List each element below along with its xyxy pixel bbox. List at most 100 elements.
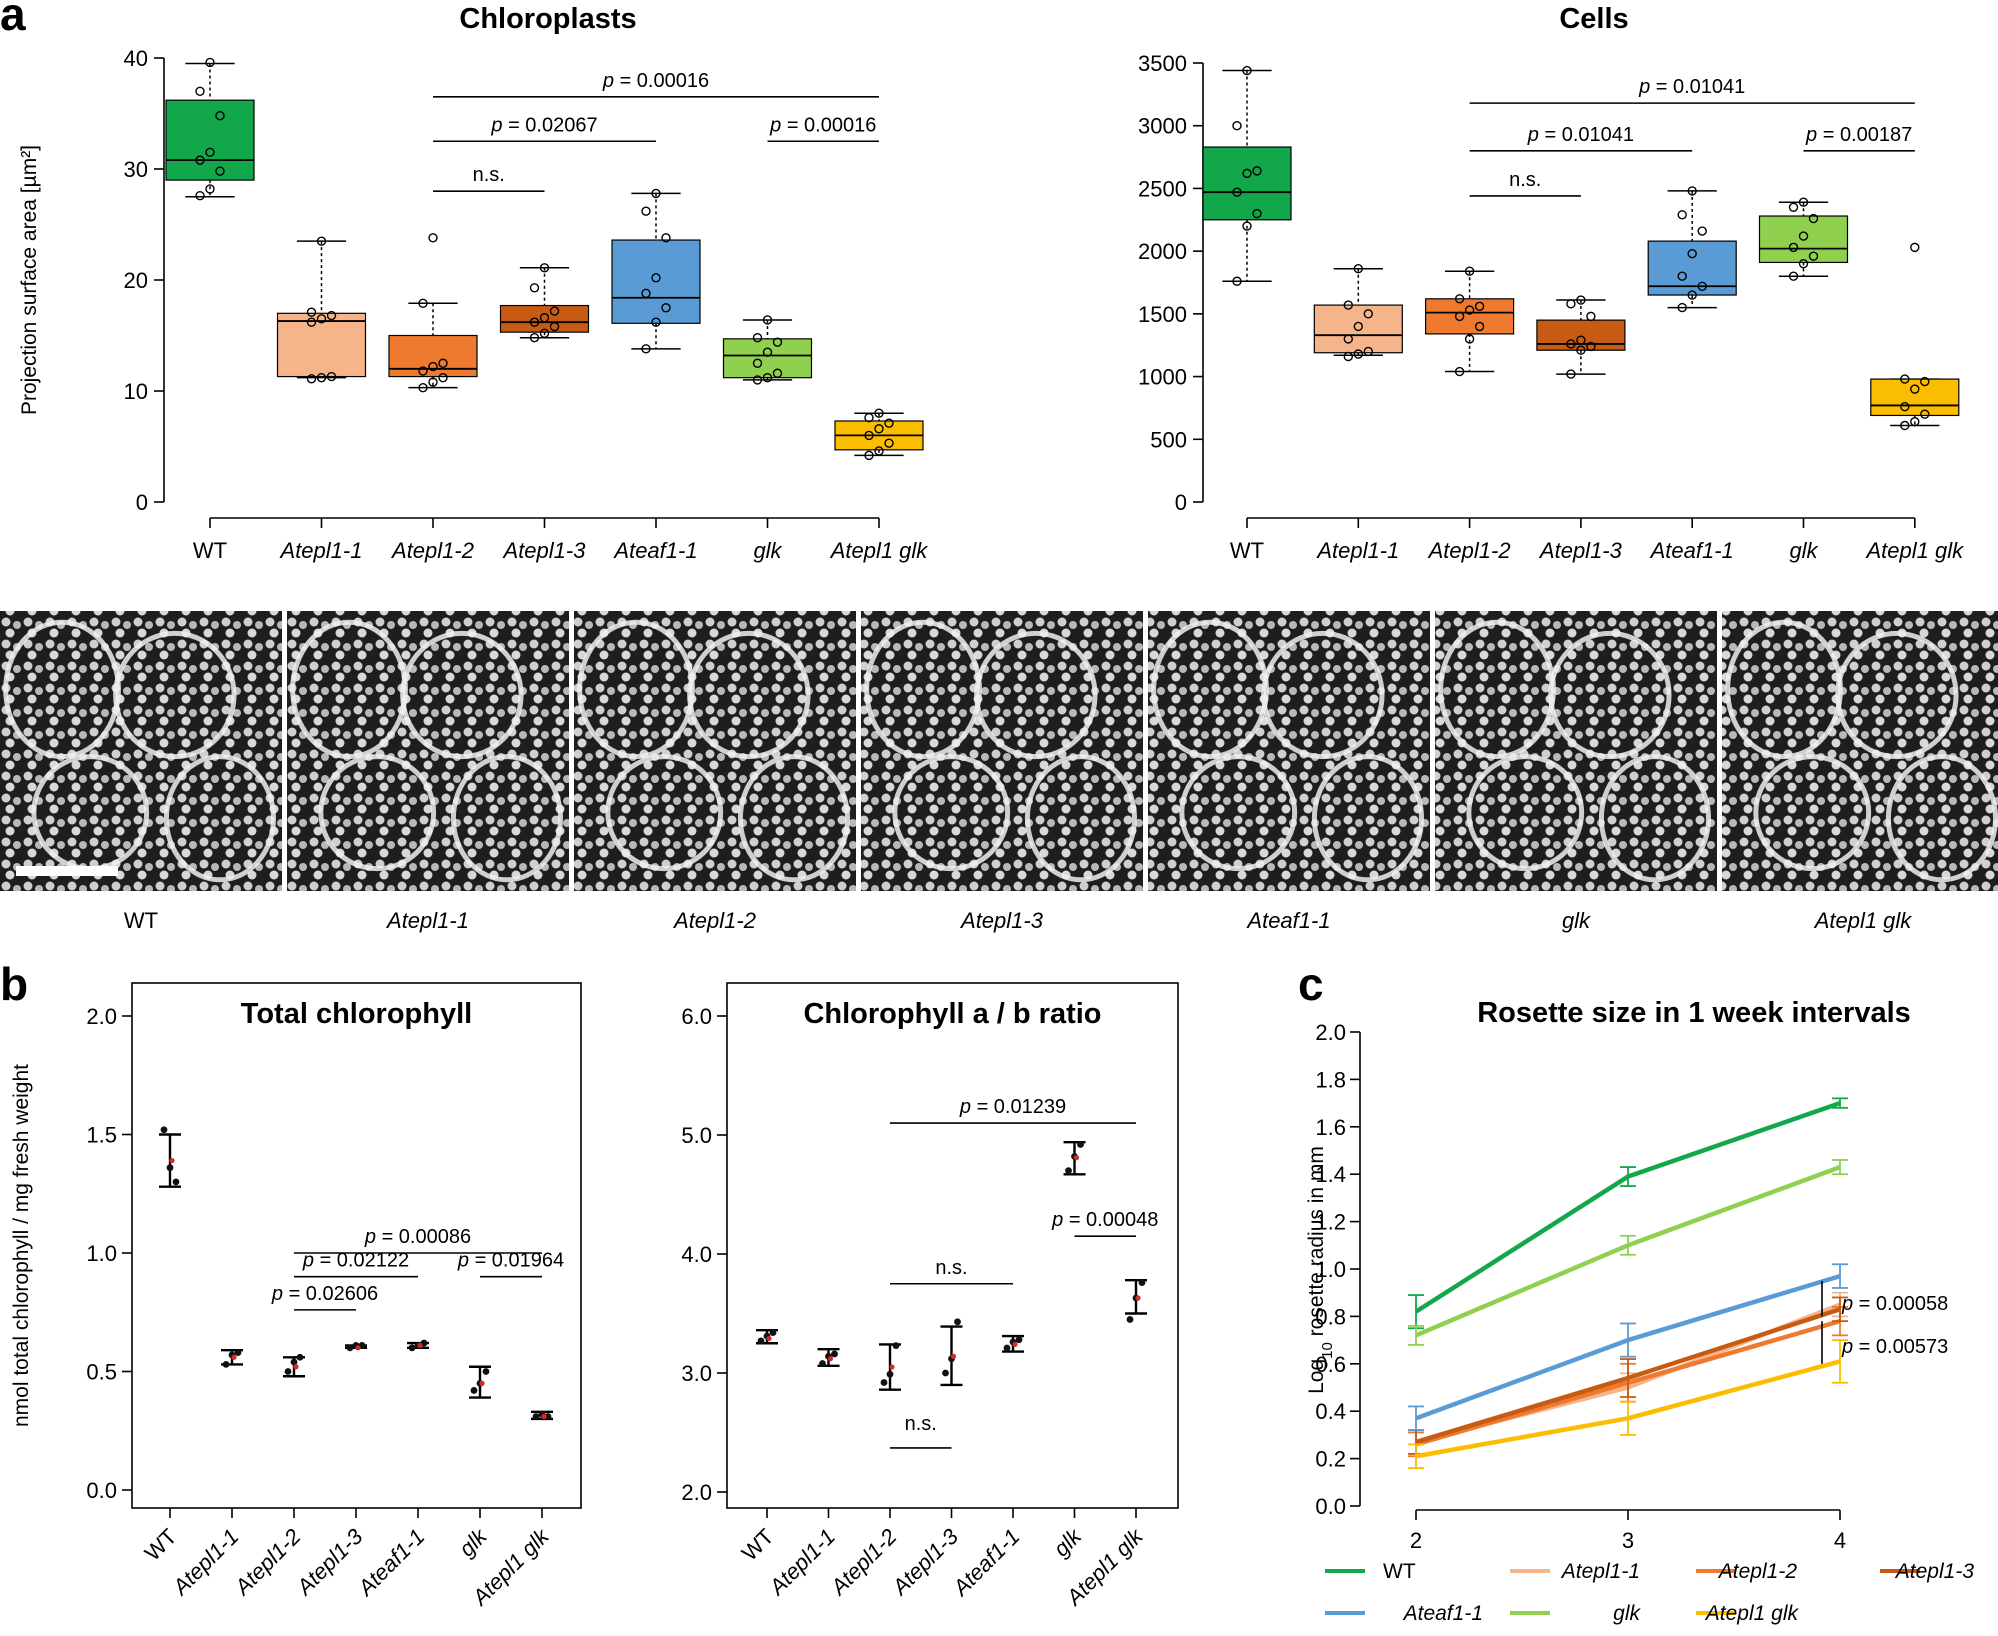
data-point [1697, 226, 1707, 236]
data-point [428, 233, 438, 243]
data-point [864, 412, 874, 423]
panel-label-b: b [0, 958, 28, 1010]
cell-outline [1151, 619, 1269, 760]
micrograph-label: Atepl1-3 [959, 908, 1044, 933]
data-point [215, 166, 225, 176]
replicate-point [1126, 1316, 1134, 1323]
data-point [438, 372, 448, 383]
y-axis-label: nmol total chlorophyll / mg fresh weight [10, 1064, 33, 1427]
x-tick-label: Ateaf1-1 [1649, 538, 1734, 563]
chart-title: Cells [1559, 3, 1628, 35]
box-group [834, 408, 924, 461]
data-point [539, 328, 550, 338]
mean-point [950, 1353, 957, 1359]
data-point [1900, 420, 1910, 431]
data-point [306, 307, 317, 317]
replicate-point [234, 1349, 242, 1356]
data-point [651, 317, 661, 327]
cells-boxplot: Cells 0 500 1000 1500 2000 2500 3000 3500 WT Atepl… [1138, 3, 1964, 563]
data-point [529, 317, 540, 327]
group-errorbar [221, 1348, 243, 1368]
cell-outline [1753, 754, 1872, 872]
box-group [1202, 65, 1292, 286]
series-line [1408, 1159, 1848, 1346]
micrograph-label: Atepl1-2 [672, 908, 756, 933]
series-path [1414, 1100, 1841, 1314]
mean-point [293, 1364, 299, 1370]
data-point [1363, 309, 1374, 319]
replicate-point [284, 1368, 292, 1375]
data-point [428, 377, 438, 387]
significance-label: n.s. [473, 164, 505, 186]
significance-label: p = 0.02606 [271, 1283, 378, 1305]
y-tick-label: 2.0 [86, 1004, 117, 1029]
legend-item: WT [1325, 1560, 1416, 1583]
data-point [1252, 166, 1262, 176]
box-group [276, 236, 367, 384]
data-point [1353, 349, 1364, 359]
significance-label: p = 0.01239 [959, 1096, 1066, 1118]
y-tick-label: 1.4 [1315, 1162, 1346, 1187]
replicate-point [831, 1350, 838, 1358]
cell-outline [974, 630, 1098, 760]
data-point [1232, 121, 1242, 131]
data-point [205, 147, 215, 158]
group-errorbar [159, 1126, 181, 1188]
cell-outline [1311, 754, 1425, 883]
significance-label: n.s. [1509, 169, 1541, 191]
data-point [205, 184, 215, 194]
box-group [1647, 186, 1737, 313]
y-tick-label: 0.4 [1315, 1399, 1346, 1424]
data-point [205, 57, 215, 68]
replicate-point [1065, 1167, 1072, 1175]
micrograph-label: Ateaf1-1 [1245, 908, 1330, 933]
y-tick-label: 1.2 [1315, 1210, 1346, 1235]
replicate-point [1077, 1141, 1084, 1148]
mean-point [766, 1335, 772, 1342]
y-tick-label: 0.0 [86, 1478, 117, 1503]
data-point [1910, 242, 1920, 253]
y-tick-label: 3000 [1138, 114, 1187, 139]
box [276, 312, 367, 378]
chart-title: Total chlorophyll [241, 998, 472, 1030]
micrograph-strip: WT Atepl1-1 Atepl1-2 Atepl1-3 Ateaf1-1 glk Ate… [0, 611, 1998, 933]
data-point [1920, 376, 1930, 387]
data-point [752, 333, 763, 343]
mean-point [541, 1413, 547, 1420]
data-point [651, 273, 661, 283]
data-point [316, 314, 327, 324]
cell-outline [577, 619, 695, 760]
y-tick-label: 1.8 [1315, 1067, 1346, 1092]
data-point [316, 372, 327, 383]
data-point [1242, 65, 1252, 76]
cell-outline [1466, 754, 1585, 872]
x-tick-label: WT [193, 538, 227, 563]
legend-item: Ateaf1-1 [1325, 1602, 1483, 1625]
replicate-point [954, 1318, 961, 1326]
x-tick-label: Ateaf1-1 [352, 1524, 430, 1602]
cell-outline [1725, 619, 1843, 760]
group-errorbar [1125, 1278, 1147, 1323]
legend-label: Atepl1 glk [1704, 1602, 1800, 1625]
series-line [1408, 1097, 1848, 1330]
y-tick-label: 0.6 [1315, 1352, 1346, 1377]
y-tick-label: 20 [124, 268, 148, 293]
cell-outline [605, 754, 724, 872]
replicate-point [408, 1344, 416, 1352]
significance-label: p = 0.00016 [602, 70, 709, 92]
data-point [1242, 221, 1252, 231]
box [165, 99, 255, 181]
replicate-point [1003, 1344, 1011, 1352]
replicate-point [482, 1368, 490, 1375]
replicate-point [290, 1358, 298, 1366]
x-tick-label: WT [140, 1524, 182, 1566]
significance-label: p = 0.02122 [302, 1250, 409, 1272]
y-axis-label: Log10 rosette radius in mm [1305, 1146, 1336, 1394]
data-point [1677, 302, 1687, 313]
chart-title: Chloroplasts [459, 3, 636, 35]
legend-label: Ateaf1-1 [1402, 1602, 1483, 1625]
legend-label: Atepl1-3 [1894, 1560, 1975, 1583]
data-point [1343, 351, 1354, 362]
data-point [1788, 202, 1799, 212]
data-point [195, 155, 205, 165]
